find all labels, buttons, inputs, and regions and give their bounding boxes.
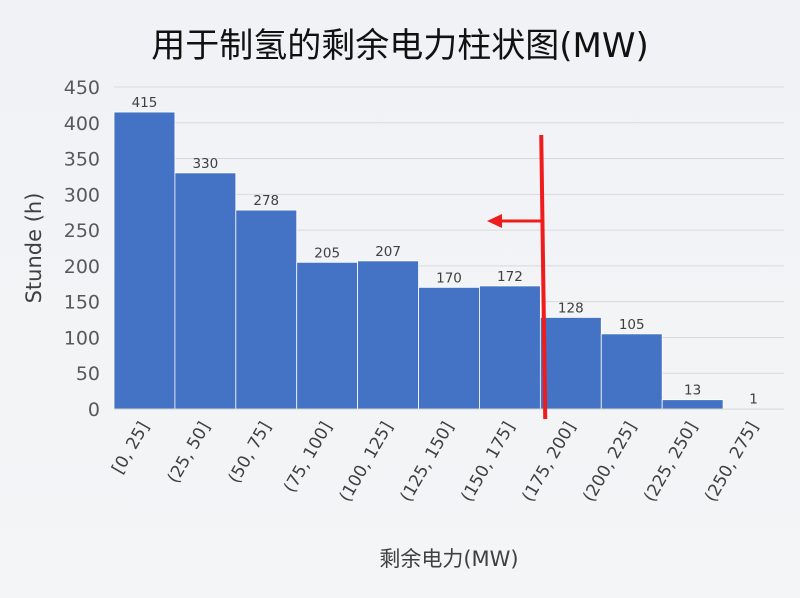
bar xyxy=(479,285,541,410)
data-label: 278 xyxy=(253,193,279,209)
data-label: 13 xyxy=(684,383,701,399)
threshold-arrow-head xyxy=(487,214,502,228)
y-tick-label: 350 xyxy=(64,149,100,171)
threshold-line xyxy=(539,134,548,420)
data-label: 170 xyxy=(436,270,462,286)
data-label: 172 xyxy=(497,269,523,285)
x-tick-label: (25, 50] xyxy=(164,419,215,487)
data-labels: 415 330 278 205 207 170 172 128 105 13 1 xyxy=(132,95,758,407)
x-tick-label: (150, 175] xyxy=(457,419,519,506)
bars xyxy=(113,111,785,410)
y-tick-label: 200 xyxy=(64,256,100,278)
x-tick-label: (125, 150] xyxy=(397,419,459,506)
y-tick-label: 250 xyxy=(64,220,100,242)
x-tick-label: (100, 125] xyxy=(336,419,398,506)
y-axis-label: Stunde (h) xyxy=(22,193,46,304)
x-tick-label: (75, 100] xyxy=(280,419,336,497)
data-label: 128 xyxy=(558,300,584,316)
threshold-annotation xyxy=(487,134,548,420)
data-label: 205 xyxy=(314,245,340,261)
x-tick-label: (200, 225] xyxy=(579,419,641,506)
bar xyxy=(661,399,724,410)
data-label: 105 xyxy=(619,317,645,333)
y-tick-label: 400 xyxy=(64,113,100,135)
bar xyxy=(357,260,419,410)
bar xyxy=(539,317,602,410)
bar xyxy=(418,286,480,410)
y-tick-label: 150 xyxy=(64,292,100,314)
x-tick-label: (225, 250] xyxy=(640,419,702,506)
y-axis-ticks: 0 50 100 150 200 250 300 350 400 450 xyxy=(64,77,100,421)
y-tick-label: 100 xyxy=(64,327,100,349)
x-tick-label: (50, 75] xyxy=(225,419,276,487)
bar xyxy=(235,209,298,410)
y-tick-label: 450 xyxy=(64,77,100,99)
x-tick-label: (175, 200] xyxy=(518,419,580,506)
x-tick-label: [0, 25] xyxy=(108,419,154,478)
x-axis-label: 剩余电力(MW) xyxy=(379,547,518,571)
bar xyxy=(600,333,663,410)
data-label: 207 xyxy=(375,244,401,260)
y-tick-label: 300 xyxy=(64,184,100,206)
bar xyxy=(113,111,176,410)
data-label: 330 xyxy=(192,156,218,172)
data-label: 1 xyxy=(749,391,758,407)
x-axis-ticks: [0, 25] (25, 50] (50, 75] (75, 100] (100, 12… xyxy=(108,419,763,506)
bar xyxy=(296,261,359,410)
bar xyxy=(174,172,237,410)
y-tick-label: 50 xyxy=(76,363,100,385)
y-tick-label: 0 xyxy=(88,399,100,421)
chart-title: 用于制氢的剩余电力柱状图(MW) xyxy=(151,26,649,66)
x-tick-label: (250, 275] xyxy=(701,419,763,506)
data-label: 415 xyxy=(132,95,158,111)
